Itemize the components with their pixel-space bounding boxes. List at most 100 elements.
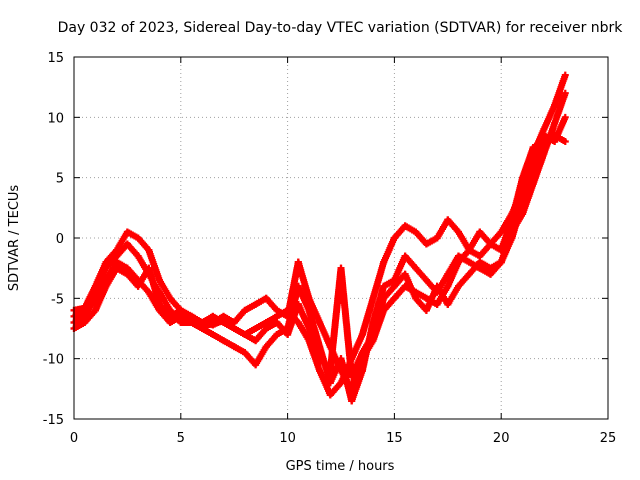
data-point [454,258,462,266]
data-point [465,258,473,266]
data-point [316,367,324,375]
data-point [476,258,484,266]
data-point [540,131,548,139]
data-point [209,331,217,339]
data-point [326,379,334,387]
chart-title: Day 032 of 2023, Sidereal Day-to-day VTE… [58,20,624,36]
data-point [305,294,313,302]
data-point [241,349,249,357]
data-point [337,379,345,387]
data-point [145,288,153,296]
data-point [294,318,302,326]
data-point [305,325,313,332]
data-point [519,174,527,182]
series-track-c [70,131,569,393]
data-point [390,294,398,302]
data-point [230,343,238,351]
data-point [401,270,409,278]
y-axis-label: SDTVAR / TECUs [7,185,22,292]
data-point [412,264,420,272]
data-point [220,337,228,345]
x-tick-label: 5 [177,431,185,446]
data-point [326,367,334,375]
data-point [316,355,324,363]
data-point [551,137,559,145]
data-point [187,318,195,326]
data-point [348,385,356,393]
data-point [422,306,430,314]
data-point [326,391,334,399]
data-point [465,270,473,278]
data-point [551,101,559,109]
data-point [284,331,292,339]
y-tick-label: 5 [56,172,64,187]
data-point [348,397,356,405]
data-point [220,312,228,320]
data-point [91,306,99,314]
y-tick-label: 10 [47,111,64,126]
data-point [348,373,356,381]
data-point [262,325,270,332]
data-point [497,228,505,236]
data-point [380,258,388,266]
data-point [252,361,260,369]
data-point [209,312,217,320]
data-point [358,331,366,339]
data-point [390,234,398,242]
data-point [252,337,260,345]
data-point [380,294,388,302]
data-point [487,240,495,248]
data-point [476,252,484,260]
data-point [177,306,185,314]
data-point [401,222,409,230]
data-point [262,343,270,351]
data-point [454,228,462,236]
y-tick-label: -10 [43,353,64,368]
data-point [497,258,505,266]
data-point [529,180,537,188]
data-point [540,150,548,158]
data-point [273,318,281,326]
data-point [487,270,495,278]
y-tick-label: -15 [43,413,64,428]
data-point [166,318,174,326]
data-point [155,276,163,284]
data-point [433,282,441,290]
data-point [113,258,121,266]
grid-layer [74,57,608,419]
data-point [444,216,452,224]
data-point [123,270,131,278]
data-point [369,331,377,339]
data-point [369,294,377,302]
x-tick-label: 10 [279,431,296,446]
data-point [337,367,345,375]
data-point [252,300,260,308]
data-point [102,264,110,272]
data-point [241,331,249,339]
x-axis-label: GPS time / hours [286,459,395,474]
data-point [220,318,228,326]
data-point [519,210,527,218]
data-point [561,113,569,121]
data-point [273,306,281,314]
y-tick-label: 0 [56,232,64,247]
x-tick-label: 0 [70,431,78,446]
data-point [390,282,398,290]
data-point [252,325,260,332]
data-point [551,119,559,127]
data-point [273,312,281,320]
data-point [561,137,569,145]
data-point [561,71,569,79]
data-point [198,318,206,326]
data-point [529,162,537,170]
data-point [134,282,142,290]
data-point [262,294,270,302]
data-point [241,306,249,314]
data-point [433,234,441,242]
data-point [209,318,217,326]
y-tick-label: 15 [47,51,64,66]
x-tick-label: 20 [493,431,510,446]
data-point [337,264,345,272]
